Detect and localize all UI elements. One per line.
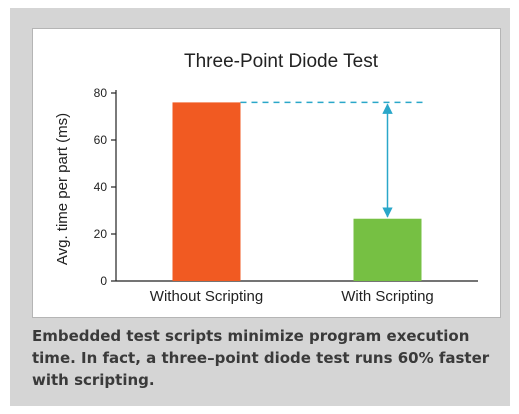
y-tick-label: 20 xyxy=(94,227,108,241)
bar xyxy=(172,102,241,282)
y-tick-label: 60 xyxy=(94,133,108,147)
bar-chart: Three-Point Diode Test Avg. time per par… xyxy=(54,51,478,305)
chart-container: Three-Point Diode Test Avg. time per par… xyxy=(32,28,501,318)
y-axis-label: Avg. time per part (ms) xyxy=(54,113,71,265)
y-tick-label: 80 xyxy=(94,86,108,100)
figure-caption: Embedded test scripts minimize program e… xyxy=(32,327,490,389)
y-tick-label: 0 xyxy=(100,274,107,288)
x-tick-label: Without Scripting xyxy=(150,288,263,305)
bars: Without Scripting With Scripting xyxy=(150,102,434,305)
x-tick-label: With Scripting xyxy=(341,288,434,305)
y-tick-label: 40 xyxy=(94,180,108,194)
bar xyxy=(353,218,422,281)
figure-panel: Three-Point Diode Test Avg. time per par… xyxy=(10,8,510,406)
difference-annotation xyxy=(240,101,424,218)
chart-title: Three-Point Diode Test xyxy=(184,51,379,72)
